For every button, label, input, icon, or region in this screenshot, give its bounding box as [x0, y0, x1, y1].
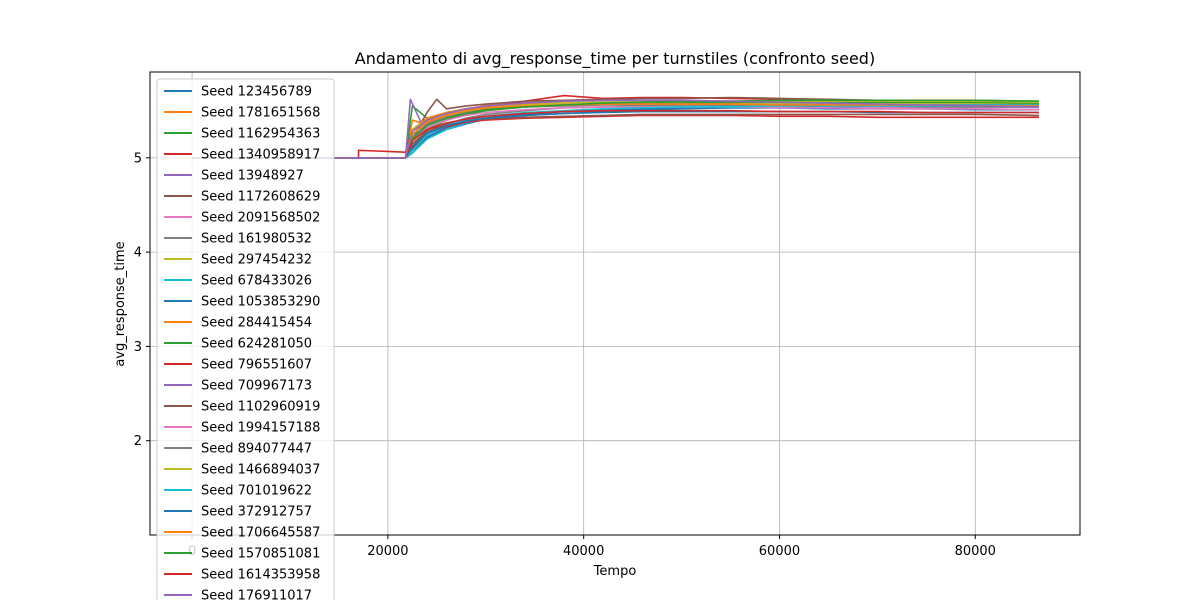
y-tick-label: 4	[134, 246, 142, 261]
y-axis-label: avg_response_time	[113, 241, 128, 366]
series-line-23	[192, 99, 1039, 159]
series-line-20	[192, 105, 1039, 159]
series-line-25	[192, 99, 1039, 159]
legend-box	[156, 78, 335, 600]
legend-label: Seed 678433026	[201, 274, 312, 289]
legend-label: Seed 1781651568	[201, 106, 320, 121]
legend-label: Seed 1162954363	[201, 127, 320, 142]
legend-label: Seed 161980532	[201, 232, 312, 247]
x-tick-label: 40000	[563, 544, 604, 559]
series-line-22	[192, 103, 1039, 159]
y-tick-label: 5	[134, 151, 142, 166]
legend-label: Seed 123456789	[201, 85, 312, 100]
legend-label: Seed 1340958917	[201, 148, 320, 163]
legend-label: Seed 624281050	[201, 337, 312, 352]
legend-label: Seed 1172608629	[201, 190, 320, 205]
series-line-17	[192, 106, 1039, 159]
legend-label: Seed 297454232	[201, 253, 312, 268]
series-line-24	[192, 109, 1039, 159]
legend-label: Seed 894077447	[201, 442, 312, 457]
legend-label: Seed 13948927	[201, 169, 304, 184]
legend-label: Seed 796551607	[201, 358, 312, 373]
x-tick-label: 60000	[759, 544, 800, 559]
series-line-16	[192, 113, 1039, 159]
axes-frame	[149, 71, 1081, 536]
x-tick-label: 20000	[367, 544, 408, 559]
legend-label: Seed 1466894037	[201, 463, 320, 478]
legend-label: Seed 372912757	[201, 505, 312, 520]
legend-label: Seed 701019622	[201, 484, 312, 499]
y-tick-label: 2	[134, 434, 142, 449]
chart-title: Andamento di avg_response_time per turns…	[355, 49, 875, 69]
legend-label: Seed 2091568502	[201, 211, 320, 226]
legend-label: Seed 284415454	[201, 316, 312, 331]
legend-label: Seed 1614353958	[201, 568, 320, 583]
series-line-21	[192, 110, 1039, 159]
series-layer	[192, 94, 1039, 159]
legend-label: Seed 176911017	[201, 589, 312, 600]
legend-label: Seed 1706645587	[201, 526, 320, 541]
legend: Seed 123456789 Seed 1781651568 Seed 116295…	[156, 78, 335, 600]
x-axis-label: Tempo	[593, 564, 637, 579]
y-tick-label: 3	[134, 340, 142, 355]
legend-label: Seed 1570851081	[201, 547, 320, 562]
ticks-layer: 0200004000060000800002345	[134, 151, 996, 559]
legend-label: Seed 1102960919	[201, 400, 320, 415]
legend-label: Seed 709967173	[201, 379, 312, 394]
x-tick-label: 80000	[955, 544, 996, 559]
legend-label: Seed 1994157188	[201, 421, 320, 436]
legend-label: Seed 1053853290	[201, 295, 320, 310]
